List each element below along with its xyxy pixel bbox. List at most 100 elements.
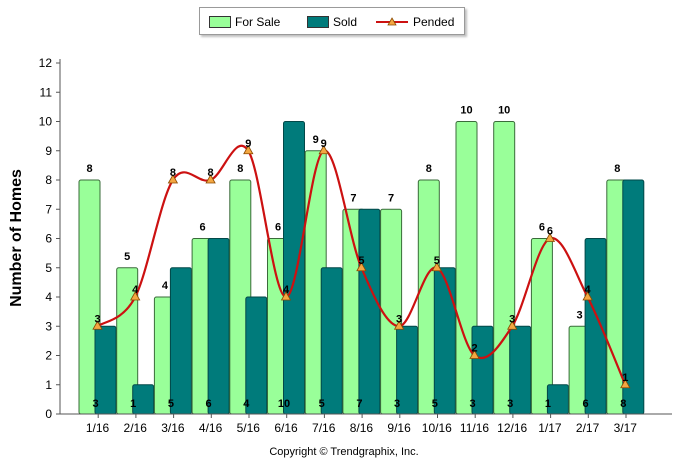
pended-data-label: 4: [283, 284, 290, 296]
y-tick-label: 11: [40, 85, 53, 99]
legend-label-sold: Sold: [333, 15, 358, 29]
sold-bar: [584, 238, 607, 415]
y-tick-label: 10: [39, 115, 53, 129]
x-tick-label: 6/16: [274, 421, 298, 435]
sold-data-label: 1: [545, 398, 551, 410]
for-sale-data-label: 6: [539, 222, 545, 234]
for-sale-data-label: 8: [237, 163, 243, 175]
legend-swatch-for-sale: [209, 16, 231, 28]
for-sale-data-label: 3: [577, 309, 583, 321]
y-tick-label: 2: [45, 349, 52, 363]
y-tick-label: 4: [45, 290, 52, 304]
pended-marker: [393, 320, 405, 330]
x-tick-label: 3/16: [161, 421, 185, 435]
pended-data-label: 8: [170, 167, 176, 179]
pended-data-label: 1: [622, 372, 628, 384]
x-tick-label: 7/16: [312, 421, 336, 435]
x-tick-label: 8/16: [350, 421, 374, 435]
legend-item-for-sale: For Sale: [209, 14, 280, 30]
sold-data-label: 5: [168, 398, 174, 410]
sold-bar: [245, 296, 268, 415]
pended-marker: [469, 349, 480, 359]
sold-bar: [169, 267, 192, 415]
pended-marker: [544, 232, 556, 242]
pended-marker: [205, 174, 216, 184]
for-sale-data-label: 4: [162, 280, 169, 292]
pended-marker: [431, 261, 442, 272]
sold-bar: [433, 267, 456, 415]
sold-bar: [283, 121, 305, 415]
y-tick-label: 6: [45, 232, 52, 246]
pended-marker: [280, 291, 292, 301]
for-sale-data-label: 7: [388, 192, 394, 204]
for-sale-data-label: 10: [460, 105, 472, 117]
for-sale-data-label: 8: [426, 163, 432, 175]
x-tick-label: 1/17: [538, 421, 562, 435]
pended-marker: [620, 378, 631, 389]
pended-marker: [507, 320, 518, 330]
legend-label-pended: Pended: [413, 15, 455, 29]
y-tick-label: 7: [45, 202, 52, 216]
line-layer: [92, 144, 631, 389]
pended-marker: [92, 320, 103, 330]
for-sale-data-label: 7: [350, 192, 356, 204]
pended-data-label: 2: [471, 343, 477, 355]
pended-marker: [130, 291, 141, 301]
pended-data-label: 9: [321, 138, 327, 150]
for-sale-data-label: 5: [124, 251, 130, 263]
pended-data-label: 5: [434, 255, 440, 267]
sold-bar: [207, 238, 230, 415]
for-sale-data-label: 8: [614, 163, 620, 175]
y-axis-title: Number of Homes: [8, 169, 25, 307]
sold-bar: [320, 267, 343, 415]
y-tick-label: 8: [45, 173, 52, 187]
x-tick-label: 3/17: [614, 421, 638, 435]
sold-data-label: 3: [507, 398, 513, 410]
for-sale-data-label: 10: [498, 105, 510, 117]
legend-item-pended: Pended: [375, 14, 454, 30]
x-tick-label: 10/16: [422, 421, 452, 435]
for-sale-data-label: 8: [86, 163, 92, 175]
sold-data-label: 6: [206, 398, 212, 410]
sold-data-label: 5: [432, 398, 438, 410]
pended-data-label: 4: [585, 284, 592, 296]
pended-marker: [356, 261, 367, 272]
bar-layer: [78, 121, 645, 415]
for-sale-data-label: 6: [275, 222, 281, 234]
y-tick-label: 5: [45, 261, 52, 275]
sold-data-label: 3: [469, 398, 475, 410]
sold-data-label: 8: [620, 398, 626, 410]
x-tick-label: 2/17: [576, 421, 600, 435]
sold-data-label: 5: [319, 398, 325, 410]
y-tick-label: 1: [45, 378, 52, 392]
pended-marker: [243, 144, 254, 155]
legend-swatch-sold: [307, 16, 329, 28]
y-tick-label: 12: [39, 56, 53, 70]
pended-marker: [582, 291, 593, 301]
sold-bar: [358, 208, 381, 415]
for-sale-data-label: 9: [313, 134, 319, 146]
sold-data-label: 3: [394, 398, 400, 410]
y-tick-label: 9: [45, 144, 52, 158]
pended-data-label: 4: [132, 284, 139, 296]
sold-data-label: 6: [583, 398, 589, 410]
pended-data-label: 3: [94, 313, 100, 325]
pended-data-label: 8: [208, 167, 214, 179]
x-tick-label: 9/16: [387, 421, 411, 435]
pended-marker: [167, 174, 179, 184]
x-tick-label: 12/16: [497, 421, 527, 435]
pended-data-label: 5: [358, 255, 364, 267]
pended-data-label: 9: [245, 138, 251, 150]
x-tick-label: 2/16: [124, 421, 148, 435]
x-tick-label: 1/16: [86, 421, 110, 435]
sold-data-label: 7: [356, 398, 362, 410]
legend-item-sold: Sold: [307, 14, 357, 30]
legend-swatch-pended: [376, 17, 408, 26]
copyright-credit: Copyright © Trendgraphix, Inc.: [269, 446, 419, 458]
pended-data-label: 3: [396, 313, 402, 325]
x-tick-label: 11/16: [460, 421, 489, 435]
pended-data-label: 6: [547, 226, 553, 238]
pended-line: [96, 144, 627, 386]
